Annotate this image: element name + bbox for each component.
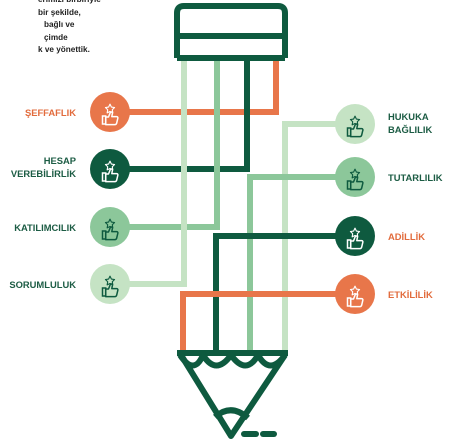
connector-seffaflik <box>116 58 279 115</box>
label-hesap: HESAP <box>44 155 76 166</box>
pencil-outline <box>174 3 288 439</box>
pencil-eraser <box>174 3 288 58</box>
connector-etkililik <box>180 291 337 353</box>
left-labels: ŞEFFAFLIK HESAP VEREBİLİRLİK KATILIMCILI… <box>9 107 76 290</box>
connector-tutarlilik <box>247 174 337 353</box>
connector-sorumluluk <box>116 58 187 287</box>
intro-line: bir şekilde, <box>38 7 81 17</box>
label-tutarlilik: TUTARLILIK <box>388 172 443 183</box>
label-hukuka: HUKUKA <box>388 111 429 122</box>
intro-line: çimde <box>44 32 68 42</box>
intro-line: erimizi birbiriyle <box>38 0 120 7</box>
right-labels: HUKUKA BAĞLILIK TUTARLILIK ADİLLİK ETKİL… <box>388 111 443 300</box>
connector-adillik <box>213 233 337 353</box>
left-badges <box>90 92 130 304</box>
intro-text: erimizi birbiriyle bir şekilde, bağlı ve… <box>0 0 120 57</box>
label-verebilirlik: VEREBİLİRLİK <box>11 168 76 179</box>
label-baglilik: BAĞLILIK <box>388 124 432 135</box>
connector-lines <box>116 58 337 353</box>
label-seffaflik: ŞEFFAFLIK <box>25 107 76 118</box>
pencil-lead-arc <box>213 407 250 421</box>
connector-hesap-verebilirlik <box>116 58 250 172</box>
right-badges <box>335 104 375 314</box>
intro-line: bağlı ve <box>44 20 75 29</box>
label-etkililik: ETKİLİLİK <box>388 289 433 300</box>
label-sorumluluk: SORUMLULUK <box>9 279 76 290</box>
label-adillik: ADİLLİK <box>388 231 425 242</box>
pencil-cone <box>178 353 288 439</box>
pencil-wood-edge <box>177 352 288 369</box>
connector-katilimcilik <box>116 58 220 230</box>
intro-line: k ve yönettik. <box>38 45 90 54</box>
connector-hukuka-baglilik <box>282 121 337 353</box>
label-katilimcilik: KATILIMCILIK <box>14 222 76 233</box>
